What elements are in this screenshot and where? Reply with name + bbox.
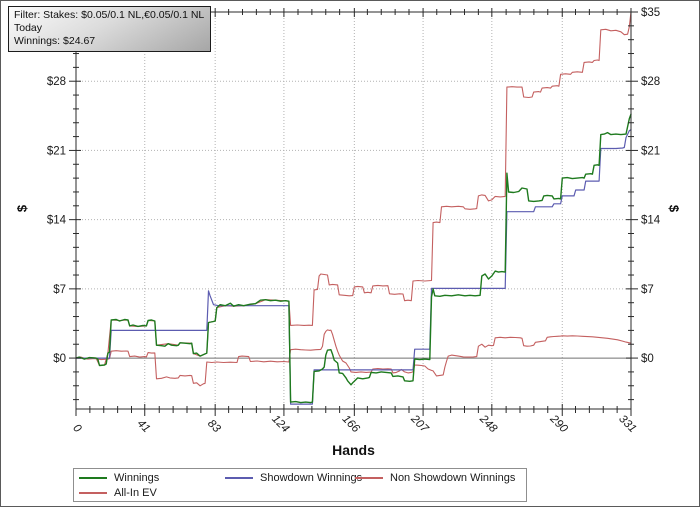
x-tick-label: 41: [135, 418, 153, 436]
y-tick-label-left: $21: [47, 145, 66, 157]
series-lines: [75, 11, 632, 405]
legend-item-all-in-ev: All-In EV: [74, 487, 220, 499]
legend-label-showdown-winnings: Showdown Winnings: [260, 471, 363, 484]
legend-swatch-winnings: [79, 476, 107, 479]
y-tick-label-left: $14: [47, 215, 67, 227]
legend-swatch-all-in-ev: [79, 491, 107, 494]
y-tick-label-right: $28: [641, 76, 660, 88]
y-tick-label-left: $7: [53, 284, 66, 296]
series-line-winnings: [75, 113, 632, 404]
chart-legend: Winnings Showdown Winnings Non Showdown Wi…: [73, 468, 527, 502]
x-tick-label: 0: [70, 422, 83, 435]
filter-stakes-line: Filter: Stakes: $0.05/0.1 NL,€0.05/0.1 N…: [14, 9, 205, 21]
legend-swatch-showdown-winnings: [225, 476, 253, 479]
y-tick-label-right: $21: [641, 145, 660, 157]
legend-item-non-showdown-winnings: Non Showdown Winnings: [350, 472, 526, 484]
x-tick-label: 331: [616, 413, 638, 435]
y-axis-label-left: $: [14, 204, 30, 213]
filter-winnings-line: Winnings: $24.67: [14, 35, 96, 47]
x-tick-label: 166: [340, 413, 362, 435]
filter-info-box: Filter: Stakes: $0.05/0.1 NL,€0.05/0.1 N…: [8, 6, 212, 52]
x-tick-label: 290: [547, 412, 570, 435]
legend-label-all-in-ev: All-In EV: [114, 486, 157, 499]
legend-item-showdown-winnings: Showdown Winnings: [220, 472, 362, 484]
legend-item-winnings: Winnings: [74, 472, 220, 484]
y-tick-label-right: $0: [641, 353, 654, 365]
series-line-all-in-ev: [75, 11, 632, 367]
y-tick-label-left: $28: [47, 76, 66, 88]
x-tick-label: 207: [408, 412, 431, 435]
x-tick-label: 248: [476, 412, 499, 435]
y-tick-label-right: $14: [641, 215, 661, 227]
legend-swatch-non-showdown-winnings: [355, 476, 383, 479]
x-tick-label: 124: [269, 413, 291, 435]
legend-label-non-showdown-winnings: Non Showdown Winnings: [390, 471, 516, 484]
grid-lines: [76, 12, 631, 409]
y-axis-label-right: $: [666, 204, 682, 213]
y-tick-label-left: $0: [53, 353, 66, 365]
series-line-showdown-winnings: [75, 129, 632, 405]
x-axis-label: Hands: [332, 442, 375, 458]
x-tick-label: 83: [205, 418, 223, 436]
series-line-non-showdown-winnings: [75, 329, 632, 387]
y-tick-label-right: $35: [641, 7, 660, 19]
plot-area[interactable]: [76, 12, 631, 409]
filter-date-line: Today: [14, 22, 43, 34]
legend-label-winnings: Winnings: [114, 471, 160, 484]
y-tick-label-right: $7: [641, 284, 654, 296]
